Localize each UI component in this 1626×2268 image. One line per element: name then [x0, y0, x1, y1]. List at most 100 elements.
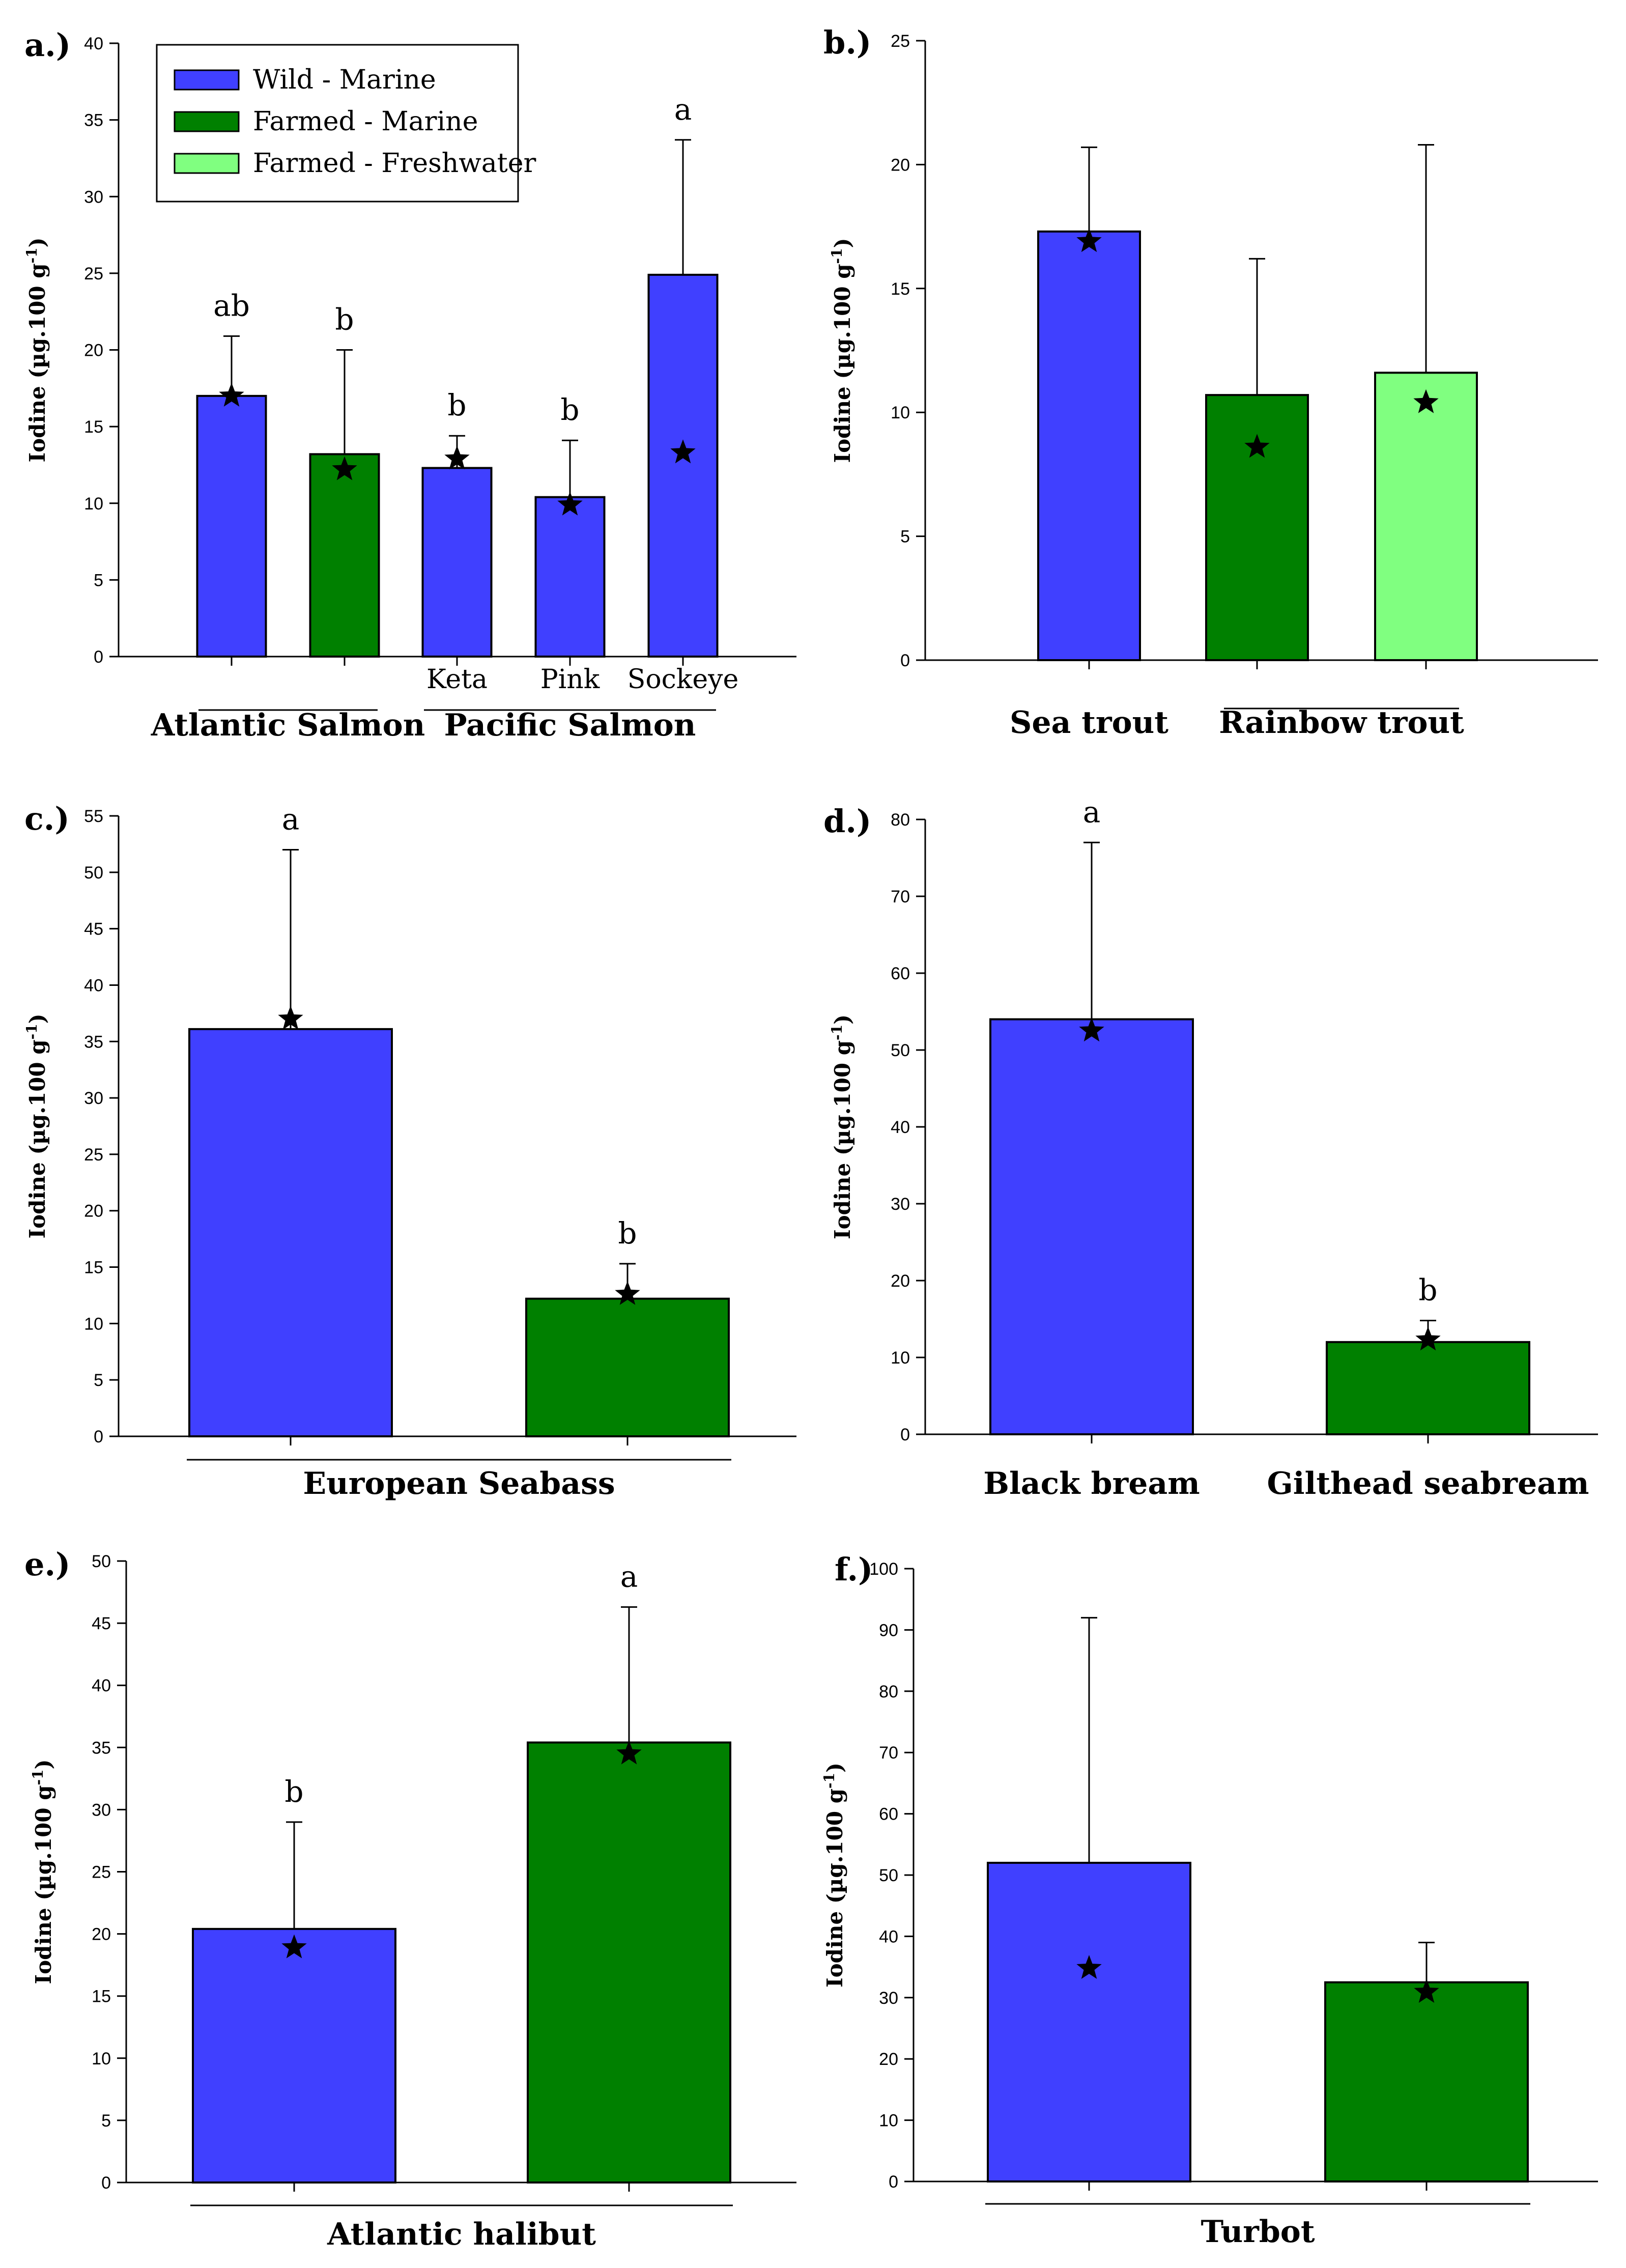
y-axis-label-text: Iodine (µg.100 g — [31, 1785, 56, 1984]
y-tick-label: 0 — [900, 651, 910, 670]
y-axis-label-text: Iodine (µg.100 g — [822, 1789, 847, 1988]
y-tick-label: 25 — [84, 1145, 103, 1165]
y-tick-label: 50 — [84, 863, 103, 883]
star-marker — [444, 445, 470, 470]
y-tick-label: 20 — [84, 1202, 103, 1221]
y-tick-label: 35 — [84, 1032, 103, 1052]
bar — [527, 1741, 731, 2184]
y-tick-label: 70 — [891, 887, 910, 906]
significance-label: a — [674, 92, 692, 127]
panel-label: b.) — [823, 24, 871, 61]
y-tick-label: 10 — [891, 1348, 910, 1368]
star-marker — [219, 382, 244, 407]
y-tick-label: 50 — [879, 1866, 898, 1885]
y-tick-label: 10 — [879, 2111, 898, 2131]
y-tick-label: 10 — [84, 1314, 103, 1334]
y-axis-label-text: Iodine (µg.100 g — [25, 1039, 50, 1238]
bar — [1037, 230, 1141, 661]
legend-swatch — [174, 111, 240, 132]
panel-label: f.) — [835, 1551, 873, 1588]
y-tick-label: 15 — [84, 417, 103, 437]
y-tick-label: 100 — [869, 1560, 898, 1579]
y-axis-label-sup: -1 — [821, 1773, 838, 1789]
star-marker — [1076, 228, 1102, 252]
star-marker — [1244, 434, 1270, 458]
y-axis-label-close: ) — [31, 1759, 56, 1769]
y-tick-label: 10 — [84, 494, 103, 514]
y-tick-label: 0 — [101, 2173, 111, 2193]
bar — [309, 453, 380, 658]
category-label: Keta — [426, 664, 488, 695]
star-marker — [1415, 1326, 1441, 1351]
group-label: Atlantic halibut — [327, 2217, 596, 2252]
y-axis-label: Iodine (µg.100 g-1) — [30, 1759, 56, 1984]
significance-label: a — [620, 1559, 638, 1594]
group-label: Atlantic Salmon — [151, 707, 425, 743]
y-tick-label: 30 — [84, 187, 103, 207]
y-tick-label: 0 — [900, 1425, 910, 1444]
star-marker — [1076, 1955, 1102, 1979]
panel-label: d.) — [823, 803, 871, 840]
y-axis-label-sup: -1 — [829, 248, 845, 264]
y-axis-label-sup: -1 — [30, 1769, 46, 1785]
y-tick-label: 50 — [891, 1041, 910, 1060]
panel-e: e.) 0 5 10 15 20 25 30 35 40 45 50 Iodine (µg.100 g-… — [24, 1546, 796, 2252]
y-tick-label: 20 — [891, 155, 910, 175]
y-axis-label: Iodine (µg.100 g-1) — [23, 1013, 50, 1238]
star-marker — [615, 1281, 640, 1305]
y-tick-label: 15 — [84, 1258, 103, 1278]
y-tick-label: 90 — [879, 1621, 898, 1640]
star-marker — [332, 456, 357, 480]
significance-label: b — [560, 392, 579, 427]
bar — [1324, 1981, 1529, 2182]
y-tick-label: 35 — [92, 1738, 111, 1757]
y-tick-label: 10 — [92, 2049, 111, 2068]
y-tick-label: 30 — [891, 1195, 910, 1214]
y-tick-label: 0 — [94, 647, 103, 667]
star-marker — [278, 1005, 303, 1030]
y-tick-label: 20 — [891, 1271, 910, 1291]
y-tick-label: 5 — [94, 571, 103, 590]
legend-swatch — [174, 153, 240, 174]
y-tick-label: 20 — [92, 1925, 111, 1944]
y-tick-label: 40 — [84, 34, 103, 53]
significance-label: b — [447, 388, 466, 422]
star-marker — [281, 1934, 307, 1959]
y-axis-label: Iodine (µg.100 g-1) — [821, 1763, 847, 1988]
legend-label: Wild - Marine — [253, 65, 436, 95]
group-label: Pacific Salmon — [444, 707, 696, 743]
y-tick-label: 10 — [891, 403, 910, 422]
bar — [987, 1861, 1191, 2182]
group-label: Rainbow trout — [1219, 705, 1464, 741]
category-label: Sockeye — [627, 664, 739, 695]
y-tick-label: 45 — [84, 920, 103, 939]
y-axis-label: Iodine (µg.100 g-1) — [829, 238, 855, 463]
panel-b: b.) 0 5 10 15 20 25 Iodine (µg.100 g-1) Sea trou… — [823, 24, 1598, 741]
panel-label: e.) — [24, 1546, 70, 1583]
panel-c: c.) 0 5 10 15 20 25 30 35 40 45 50 55 Iodine (µg.100 … — [23, 800, 796, 1501]
legend-label: Farmed - Marine — [253, 106, 478, 137]
group-label: Turbot — [1201, 2214, 1315, 2250]
significance-label: a — [282, 802, 300, 836]
y-tick-label: 60 — [891, 964, 910, 983]
star-marker — [1414, 1979, 1439, 2003]
y-tick-label: 0 — [889, 2172, 898, 2192]
y-tick-label: 30 — [879, 1989, 898, 2008]
panel-label: a.) — [24, 26, 71, 64]
panel-d: d.) 0 10 20 30 40 50 60 70 80 Iodine (µg.100 g-1) a… — [823, 795, 1598, 1501]
significance-label: b — [1418, 1273, 1437, 1308]
bar — [525, 1297, 730, 1437]
y-tick-label: 45 — [92, 1614, 111, 1633]
bar — [421, 467, 493, 658]
significance-label: ab — [213, 288, 250, 323]
y-tick-label: 0 — [94, 1427, 103, 1447]
group-label: Gilthead seabream — [1267, 1466, 1589, 1501]
bar — [647, 273, 719, 658]
star-marker — [670, 439, 696, 464]
significance-label: b — [618, 1216, 637, 1251]
significance-label: a — [1083, 795, 1101, 829]
bar — [188, 1028, 393, 1437]
group-label: Black bream — [983, 1466, 1200, 1501]
y-tick-label: 40 — [879, 1927, 898, 1946]
